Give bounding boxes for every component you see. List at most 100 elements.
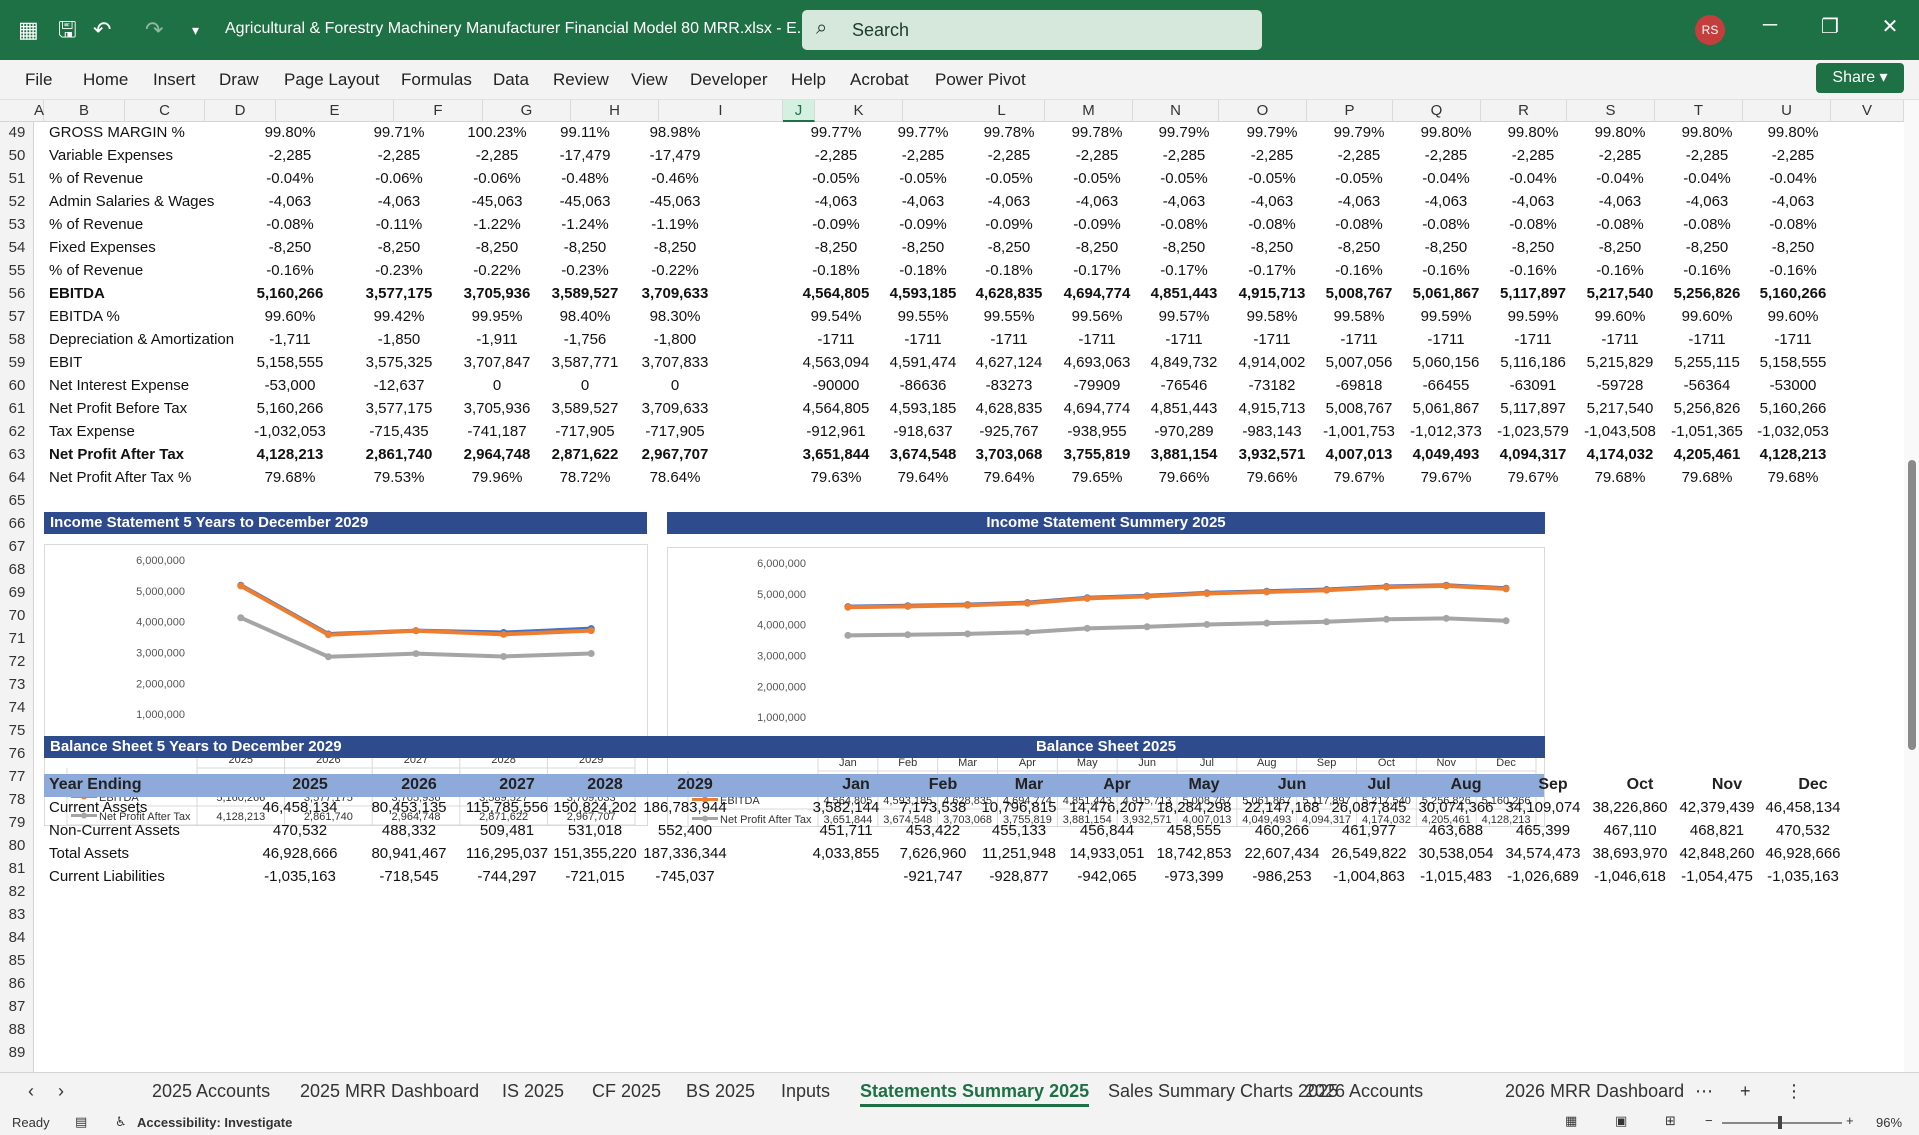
sheet-tab-inputs[interactable]: Inputs [781, 1081, 831, 1101]
monthly-cell[interactable]: 3,932,571 [1238, 446, 1306, 463]
col-header-B[interactable]: B [44, 100, 125, 122]
menu-draw[interactable]: Draw [219, 70, 259, 89]
annual-cell[interactable]: 0 [580, 377, 590, 394]
annual-cell[interactable]: 2,967,707 [641, 446, 709, 463]
row-header-50[interactable]: 50 [8, 147, 26, 164]
row-header-53[interactable]: 53 [8, 216, 26, 233]
balance-monthly-cell[interactable]: 461,977 [1341, 822, 1397, 839]
monthly-cell[interactable]: -0.09% [985, 216, 1033, 233]
normal-view-icon[interactable]: ▦ [1565, 1113, 1578, 1128]
monthly-cell[interactable]: 99.58% [1246, 308, 1298, 325]
balance-monthly-cell[interactable]: 467,110 [1603, 822, 1657, 839]
monthly-cell[interactable]: -970,289 [1154, 423, 1214, 440]
monthly-cell[interactable]: -0.05% [899, 170, 947, 187]
balance-monthly-cell[interactable]: -1,054,475 [1681, 868, 1753, 885]
row-header-69[interactable]: 69 [8, 584, 26, 601]
monthly-cell[interactable]: 5,217,540 [1586, 400, 1654, 417]
menu-review[interactable]: Review [553, 70, 609, 89]
monthly-cell[interactable]: -2,285 [987, 147, 1031, 164]
annual-cell[interactable]: -0.22% [651, 262, 699, 279]
menu-insert[interactable]: Insert [153, 70, 196, 89]
monthly-cell[interactable]: 79.64% [897, 469, 949, 486]
annual-cell[interactable]: 99.95% [471, 308, 523, 325]
monthly-cell[interactable]: -2,285 [1075, 147, 1119, 164]
menu-data[interactable]: Data [493, 70, 529, 89]
balance-annual-cell[interactable]: 80,941,467 [371, 845, 447, 862]
annual-cell[interactable]: 3,705,936 [463, 285, 531, 302]
balance-annual-cell[interactable]: 470,532 [272, 822, 328, 839]
col-header-S[interactable]: S [1567, 100, 1655, 122]
monthly-cell[interactable]: -63091 [1509, 377, 1557, 394]
annual-cell[interactable]: 5,160,266 [256, 285, 324, 302]
monthly-cell[interactable]: -0.05% [812, 170, 860, 187]
sheet-tab-2025-accounts[interactable]: 2025 Accounts [152, 1081, 271, 1101]
monthly-cell[interactable]: -0.05% [985, 170, 1033, 187]
monthly-cell[interactable]: -8,250 [1250, 239, 1294, 256]
annual-cell[interactable]: 78.64% [649, 469, 701, 486]
monthly-cell[interactable]: -8,250 [1598, 239, 1642, 256]
annual-cell[interactable]: -2,285 [377, 147, 421, 164]
balance-monthly-cell[interactable]: 14,933,051 [1069, 845, 1145, 862]
menu-formulas[interactable]: Formulas [401, 70, 472, 89]
monthly-cell[interactable]: 4,593,185 [889, 285, 957, 302]
row-header-81[interactable]: 81 [8, 860, 26, 877]
row-header-56[interactable]: 56 [8, 285, 26, 302]
col-header-V[interactable]: V [1831, 100, 1904, 122]
balance-monthly-cell[interactable]: 14,476,207 [1069, 799, 1145, 816]
annual-cell[interactable]: 3,709,633 [641, 400, 709, 417]
balance-monthly-cell[interactable]: 22,147,168 [1244, 799, 1320, 816]
monthly-cell[interactable]: -8,250 [1511, 239, 1555, 256]
monthly-cell[interactable]: 99.78% [1071, 124, 1123, 141]
annual-cell[interactable]: -2,285 [268, 147, 312, 164]
monthly-cell[interactable]: 99.77% [897, 124, 949, 141]
balance-annual-cell[interactable]: 150,824,202 [553, 799, 637, 816]
balance-monthly-cell[interactable]: 42,379,439 [1679, 799, 1755, 816]
annual-cell[interactable]: -0.16% [266, 262, 314, 279]
col-header-H[interactable]: H [571, 100, 659, 122]
balance-monthly-cell[interactable]: 3,582,144 [812, 799, 880, 816]
col-header-Q[interactable]: Q [1393, 100, 1481, 122]
monthly-cell[interactable]: -83273 [985, 377, 1033, 394]
balance-annual-cell[interactable]: 80,453,135 [371, 799, 447, 816]
balance-annual-cell[interactable]: -721,015 [565, 868, 625, 885]
annual-cell[interactable]: 2,871,622 [551, 446, 619, 463]
row-header-75[interactable]: 75 [8, 722, 26, 739]
balance-annual-cell[interactable]: 531,018 [567, 822, 623, 839]
monthly-cell[interactable]: -4,063 [1162, 193, 1206, 210]
monthly-cell[interactable]: -2,285 [1511, 147, 1555, 164]
monthly-cell[interactable]: 4,849,732 [1150, 354, 1218, 371]
balance-annual-cell[interactable]: -744,297 [477, 868, 537, 885]
monthly-cell[interactable]: -2,285 [814, 147, 858, 164]
monthly-cell[interactable]: 5,061,867 [1412, 285, 1480, 302]
monthly-cell[interactable]: 5,008,767 [1325, 400, 1393, 417]
monthly-cell[interactable]: 5,158,555 [1759, 354, 1827, 371]
balance-annual-cell[interactable]: -1,035,163 [264, 868, 336, 885]
monthly-cell[interactable]: 4,128,213 [1759, 446, 1827, 463]
monthly-cell[interactable]: -4,063 [1250, 193, 1294, 210]
monthly-cell[interactable]: -1,032,053 [1757, 423, 1829, 440]
row-header-78[interactable]: 78 [8, 791, 26, 808]
annual-cell[interactable]: -1.24% [561, 216, 609, 233]
monthly-cell[interactable]: 4,851,443 [1150, 400, 1218, 417]
row-header-89[interactable]: 89 [8, 1044, 26, 1061]
col-header-F[interactable]: F [394, 100, 483, 122]
col-header-L[interactable]: L [959, 100, 1045, 122]
row-header-68[interactable]: 68 [8, 561, 26, 578]
annual-cell[interactable]: -1,711 [269, 331, 311, 348]
monthly-cell[interactable]: -0.08% [1769, 216, 1817, 233]
annual-cell[interactable]: -0.06% [473, 170, 521, 187]
monthly-cell[interactable]: -0.08% [1596, 216, 1644, 233]
monthly-cell[interactable]: -2,285 [1685, 147, 1729, 164]
row-header-64[interactable]: 64 [8, 469, 26, 486]
col-header-D[interactable]: D [205, 100, 276, 122]
balance-annual-cell[interactable]: 46,458,134 [262, 799, 338, 816]
sheet-tab-bs-2025[interactable]: BS 2025 [686, 1081, 756, 1101]
balance-monthly-cell[interactable]: 465,399 [1515, 822, 1571, 839]
row-header-60[interactable]: 60 [8, 377, 26, 394]
monthly-cell[interactable]: -73182 [1248, 377, 1296, 394]
customize-toolbar-icon[interactable]: ▾ [192, 22, 200, 38]
annual-cell[interactable]: 99.71% [373, 124, 425, 141]
balance-monthly-cell[interactable]: -921,747 [903, 868, 963, 885]
close-icon[interactable]: ✕ [1881, 16, 1899, 38]
monthly-cell[interactable]: -0.09% [899, 216, 947, 233]
